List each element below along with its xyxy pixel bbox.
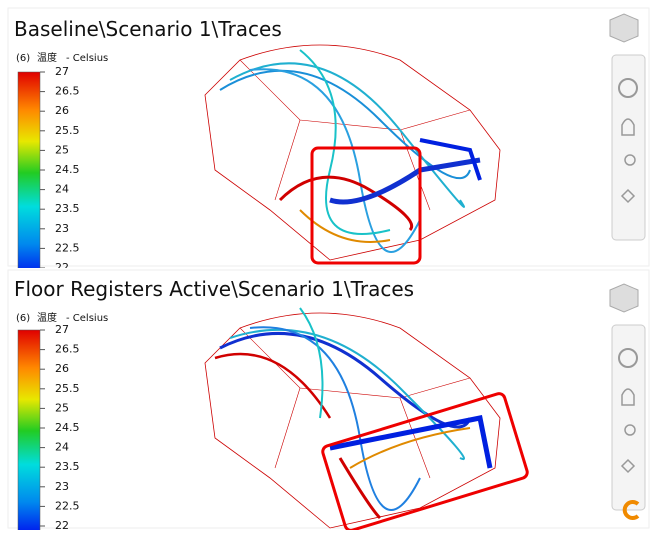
legend-tick-label: 24	[55, 183, 69, 196]
legend-tick-label: 25.5	[55, 382, 80, 395]
legend-tick-label: 22.5	[55, 499, 80, 512]
legend-index: (6)	[16, 53, 30, 64]
color-bar	[17, 71, 41, 268]
legend-tick-label: 23.5	[55, 202, 80, 215]
panel-title: Baseline\Scenario 1\Traces	[14, 17, 282, 41]
legend-tick-label: 26.5	[55, 343, 80, 356]
legend-tick-label: 23	[55, 480, 69, 493]
legend-quantity: 温度	[37, 311, 57, 324]
legend-tick-label: 23	[55, 222, 69, 235]
legend-tick-label: 27	[55, 323, 69, 336]
app-icon	[622, 500, 640, 520]
legend-tick-label: 25.5	[55, 124, 80, 137]
legend-tick-label: 26.5	[55, 85, 80, 98]
panel: Baseline\Scenario 1\Traces (6) 温度 - Cels…	[7, 7, 650, 274]
legend-tick-label: 22.5	[55, 241, 80, 254]
highlight-box	[310, 146, 422, 265]
traces	[214, 307, 493, 520]
panel-title: Floor Registers Active\Scenario 1\Traces	[14, 277, 414, 301]
highlight-box	[321, 392, 529, 530]
legend-tick-label: 24	[55, 441, 69, 454]
legend-tick-label: 22	[55, 261, 69, 274]
legend-tick-label: 24.5	[55, 163, 80, 176]
traces	[219, 49, 482, 253]
legend-tick-label: 26	[55, 362, 69, 375]
legend-tick-label: 22	[55, 519, 69, 532]
legend-unit: - Celsius	[66, 313, 108, 324]
legend-unit: - Celsius	[66, 53, 108, 64]
color-bar	[17, 329, 41, 530]
legend-tick-label: 21.5	[55, 539, 80, 551]
legend-tick-label: 26	[55, 104, 69, 117]
panel: Floor Registers Active\Scenario 1\Traces…	[7, 269, 650, 551]
legend-tick-label: 27	[55, 65, 69, 78]
legend-tick-label: 25	[55, 143, 69, 156]
legend-tick-label: 25	[55, 401, 69, 414]
legend-index: (6)	[16, 313, 30, 324]
legend-quantity: 温度	[37, 51, 57, 64]
legend-tick-label: 24.5	[55, 421, 80, 434]
legend-tick-label: 23.5	[55, 460, 80, 473]
